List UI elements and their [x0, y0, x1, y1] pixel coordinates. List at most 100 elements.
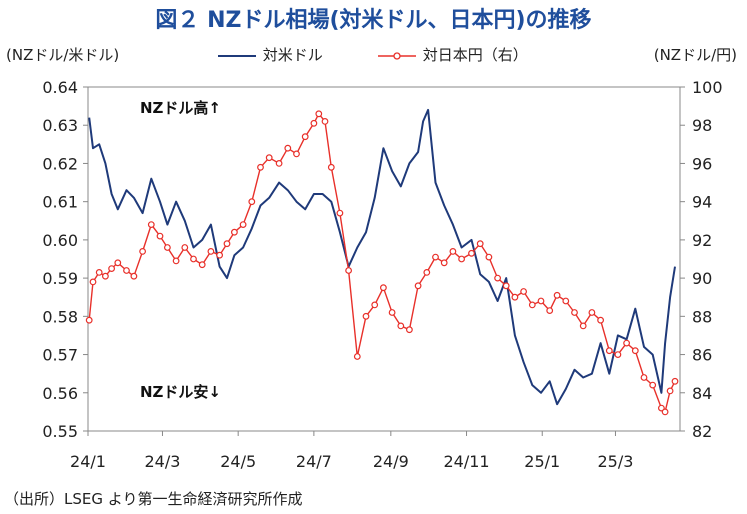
- x-tick-label: 24/3: [144, 452, 180, 471]
- data-point-jpy: [511, 293, 519, 301]
- y-left-tick-label: 0.56: [42, 384, 78, 403]
- data-point-jpy: [528, 301, 536, 309]
- data-point-jpy: [108, 265, 115, 273]
- data-point-jpy: [579, 322, 587, 330]
- data-point-jpy: [293, 150, 300, 158]
- x-tick-label: 24/5: [220, 452, 256, 471]
- y-right-tick-label: 94: [692, 193, 712, 212]
- data-point-jpy: [230, 228, 238, 236]
- data-point-jpy: [661, 408, 669, 416]
- data-point-jpy: [537, 297, 545, 305]
- data-point-jpy: [310, 119, 318, 127]
- y-left-tick-label: 0.60: [42, 231, 78, 250]
- data-point-jpy: [284, 144, 292, 152]
- data-point-jpy: [275, 159, 283, 167]
- y-left-tick-label: 0.62: [42, 154, 78, 173]
- data-point-jpy: [468, 249, 475, 257]
- y-right-tick-label: 92: [692, 231, 712, 250]
- data-point-jpy: [163, 244, 171, 251]
- data-point-jpy: [353, 353, 361, 360]
- y-right-tick-label: 90: [692, 269, 712, 288]
- data-point-jpy: [649, 381, 657, 389]
- data-point-jpy: [114, 259, 122, 267]
- data-point-jpy: [666, 387, 674, 395]
- y-right-tick-label: 86: [692, 346, 712, 365]
- data-point-jpy: [485, 253, 493, 261]
- legend-item-jpy: 対日本円（右）: [378, 44, 528, 65]
- data-point-jpy: [181, 244, 189, 251]
- data-point-jpy: [605, 347, 613, 355]
- data-point-jpy: [380, 284, 387, 292]
- data-point-jpy: [207, 247, 215, 255]
- data-point-jpy: [623, 339, 630, 347]
- data-point-jpy: [597, 316, 604, 324]
- annotation-nzd-down: NZドル安↓: [140, 383, 221, 401]
- data-point-jpy: [265, 154, 273, 162]
- data-point-jpy: [345, 267, 353, 274]
- annotation-nzd-up: NZドル高↑: [140, 99, 221, 117]
- y-left-tick-label: 0.59: [42, 269, 78, 288]
- data-point-jpy: [423, 269, 431, 276]
- y-left-tick-label: 0.57: [42, 346, 78, 365]
- legend-usd-label: 対米ドル: [262, 46, 323, 64]
- plot-frame: [87, 86, 681, 432]
- data-point-jpy: [190, 255, 197, 263]
- data-point-jpy: [414, 282, 422, 290]
- data-point-jpy: [494, 274, 502, 282]
- data-point-jpy: [614, 351, 622, 359]
- data-point-jpy: [397, 322, 405, 330]
- data-point-jpy: [440, 259, 448, 267]
- y-left-tick-label: 0.55: [42, 422, 78, 441]
- y-right-tick-label: 88: [692, 307, 712, 326]
- legend-item-usd: 対米ドル: [218, 44, 323, 65]
- y-right-tick-label: 96: [692, 154, 712, 173]
- data-point-jpy: [449, 247, 457, 255]
- data-point-jpy: [388, 309, 396, 316]
- data-point-jpy: [553, 291, 561, 299]
- data-point-jpy: [321, 117, 329, 125]
- data-point-jpy: [406, 326, 413, 334]
- data-point-jpy: [327, 163, 335, 171]
- data-point-jpy: [432, 253, 439, 261]
- data-point-jpy: [336, 209, 344, 217]
- data-point-jpy: [216, 251, 224, 259]
- data-point-jpy: [198, 261, 206, 269]
- data-point-jpy: [139, 247, 147, 255]
- legend-jpy-swatch: [378, 51, 416, 60]
- x-tick-label: 24/11: [443, 452, 489, 471]
- data-point-jpy: [147, 221, 155, 229]
- legend-jpy-label: 対日本円（右）: [422, 46, 528, 64]
- data-point-jpy: [571, 309, 578, 316]
- y-right-tick-label: 84: [692, 384, 712, 403]
- data-point-jpy: [301, 133, 309, 141]
- source-note: （出所）LSEG より第一生命経済研究所作成: [4, 490, 303, 508]
- data-point-jpy: [671, 377, 679, 385]
- right-axis-unit: (NZドル/円): [653, 46, 737, 64]
- data-point-jpy: [315, 110, 323, 118]
- y-right-tick-label: 100: [692, 78, 723, 97]
- data-point-jpy: [631, 347, 639, 355]
- y-left-tick-label: 0.63: [42, 116, 78, 135]
- x-tick-label: 25/1: [524, 452, 560, 471]
- data-point-jpy: [640, 374, 648, 381]
- y-left-tick-label: 0.61: [42, 193, 78, 212]
- x-tick-label: 25/3: [597, 452, 633, 471]
- data-point-jpy: [371, 301, 379, 309]
- data-point-jpy: [156, 232, 164, 240]
- x-tick-label: 24/7: [296, 452, 332, 471]
- left-axis-unit: (NZドル/米ドル): [6, 46, 120, 64]
- x-tick-label: 24/9: [373, 452, 409, 471]
- data-point-jpy: [101, 272, 109, 280]
- data-point-jpy: [239, 221, 247, 229]
- data-point-jpy: [458, 255, 466, 263]
- data-point-jpy: [520, 288, 527, 295]
- data-point-jpy: [362, 312, 370, 320]
- data-point-jpy: [562, 297, 570, 305]
- y-left-tick-label: 0.64: [42, 78, 78, 97]
- data-point-jpy: [502, 282, 510, 290]
- data-point-jpy: [223, 240, 231, 248]
- data-point-jpy: [546, 307, 554, 315]
- y-left-tick-label: 0.58: [42, 307, 78, 326]
- data-point-jpy: [476, 240, 484, 248]
- data-point-jpy: [95, 269, 103, 276]
